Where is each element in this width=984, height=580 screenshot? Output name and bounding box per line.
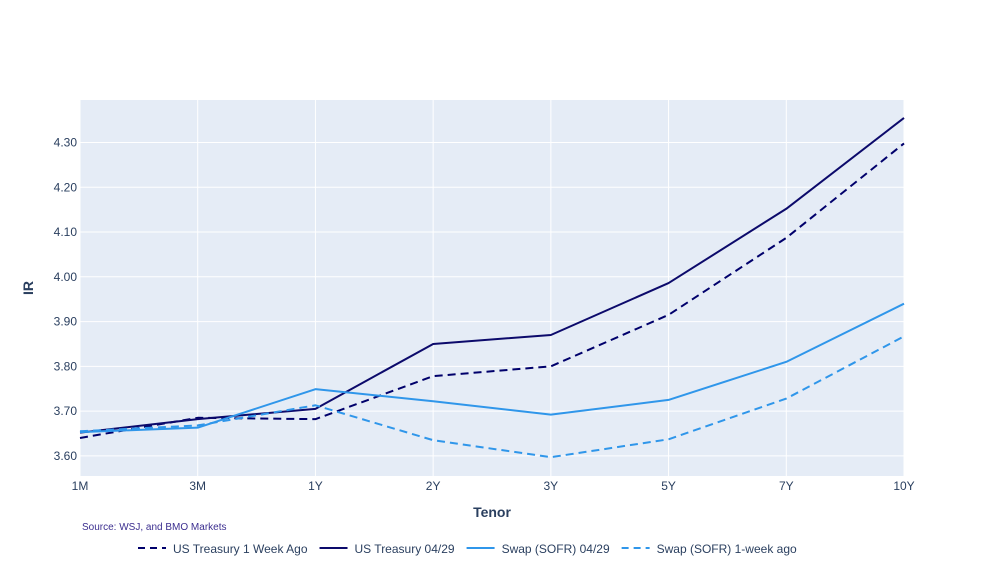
legend-item[interactable]: Swap (SOFR) 04/29 <box>466 542 610 556</box>
series-layer <box>79 117 905 459</box>
x-tick-label: 10Y <box>893 479 914 493</box>
y-tick-label: 4.20 <box>54 180 78 194</box>
y-tick-labels: 3.60 3.70 3.80 3.90 4.00 4.10 4.20 4.30 <box>54 136 78 463</box>
x-tick-label: 7Y <box>779 479 794 493</box>
x-axis-title: Tenor <box>473 504 511 520</box>
y-tick-label: 3.60 <box>54 449 78 463</box>
x-tick-label: 5Y <box>661 479 676 493</box>
legend-item[interactable]: Swap (SOFR) 1-week ago <box>621 542 797 556</box>
source-note: Source: WSJ, and BMO Markets <box>82 522 227 533</box>
legend-label: US Treasury 04/29 <box>355 542 455 556</box>
series-line-1 <box>79 142 905 439</box>
legend-item[interactable]: US Treasury 1 Week Ago <box>138 542 308 556</box>
y-tick-label: 3.70 <box>54 404 78 418</box>
series-line-2 <box>79 117 905 434</box>
y-tick-label: 4.30 <box>54 136 78 150</box>
legend-item[interactable]: US Treasury 04/29 <box>319 542 455 556</box>
y-tick-label: 4.00 <box>54 270 78 284</box>
plot-background <box>80 100 904 476</box>
legend-label: Swap (SOFR) 04/29 <box>502 542 610 556</box>
x-tick-label: 1M <box>72 479 89 493</box>
y-axis-title: IR <box>20 281 36 295</box>
y-tick-label: 4.10 <box>54 225 78 239</box>
x-tick-label: 3M <box>189 479 206 493</box>
x-tick-label: 1Y <box>308 479 323 493</box>
legend: US Treasury 1 Week Ago US Treasury 04/29 S… <box>138 542 797 556</box>
series-line-4 <box>79 335 905 459</box>
grid-lines <box>79 100 905 476</box>
legend-label: Swap (SOFR) 1-week ago <box>657 542 797 556</box>
legend-label: US Treasury 1 Week Ago <box>173 542 308 556</box>
x-tick-label: 2Y <box>426 479 441 493</box>
x-tick-label: 3Y <box>544 479 559 493</box>
y-tick-label: 3.90 <box>54 315 78 329</box>
y-tick-label: 3.80 <box>54 359 78 373</box>
x-tick-labels: 1M 3M 1Y 2Y 3Y 5Y 7Y 10Y <box>72 479 915 493</box>
